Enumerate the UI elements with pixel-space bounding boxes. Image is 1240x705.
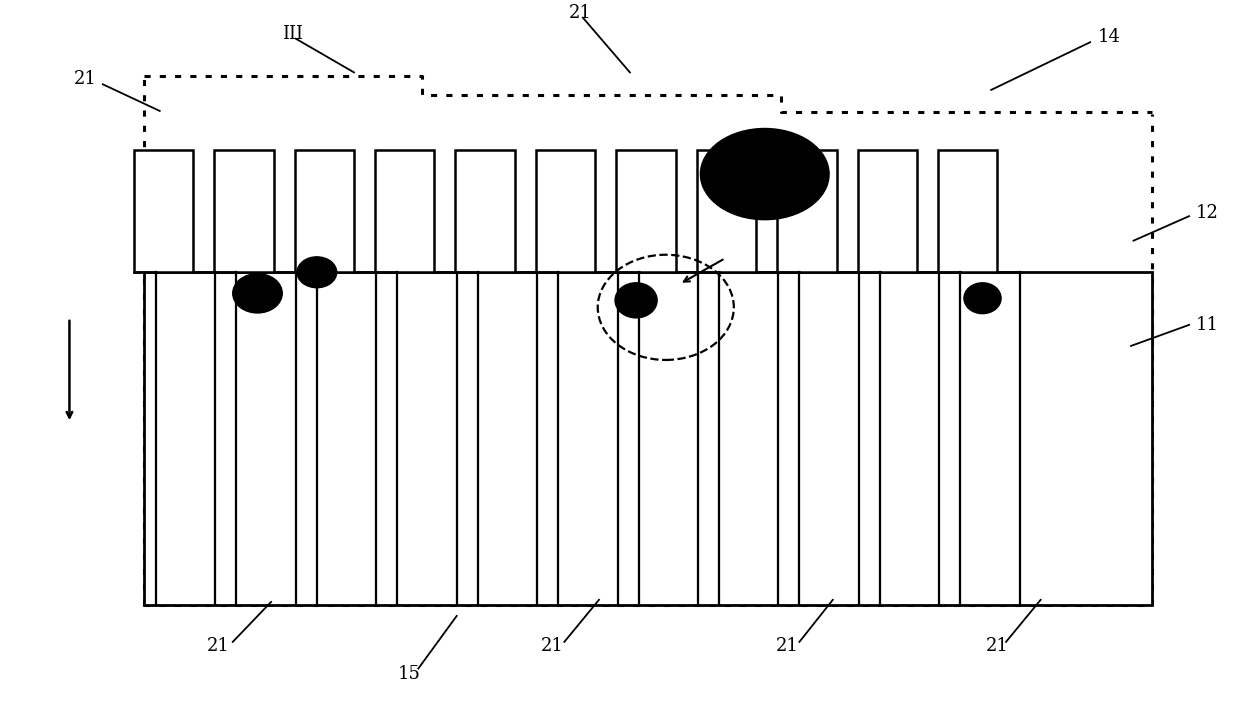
Text: 11: 11 <box>1197 316 1219 334</box>
Text: 21: 21 <box>74 70 97 88</box>
Text: 21: 21 <box>775 637 799 655</box>
Bar <box>144 272 1152 606</box>
Text: 15: 15 <box>398 665 422 683</box>
Bar <box>295 149 353 272</box>
Text: 21: 21 <box>569 4 591 22</box>
Ellipse shape <box>701 128 830 220</box>
Text: 12: 12 <box>1197 204 1219 221</box>
Text: 21: 21 <box>541 637 563 655</box>
Text: III: III <box>281 25 303 43</box>
Bar <box>858 149 916 272</box>
Text: 21: 21 <box>207 637 229 655</box>
Bar <box>777 149 837 272</box>
Bar <box>697 149 756 272</box>
Text: 21: 21 <box>986 637 1009 655</box>
Bar <box>374 149 434 272</box>
Bar <box>215 149 274 272</box>
Ellipse shape <box>233 274 283 313</box>
Bar <box>455 149 515 272</box>
Bar <box>134 149 193 272</box>
Bar <box>536 149 595 272</box>
Bar <box>616 149 676 272</box>
Bar <box>937 149 997 272</box>
Ellipse shape <box>298 257 337 288</box>
Ellipse shape <box>963 283 1001 314</box>
Ellipse shape <box>615 283 657 318</box>
Text: 14: 14 <box>1097 28 1120 47</box>
